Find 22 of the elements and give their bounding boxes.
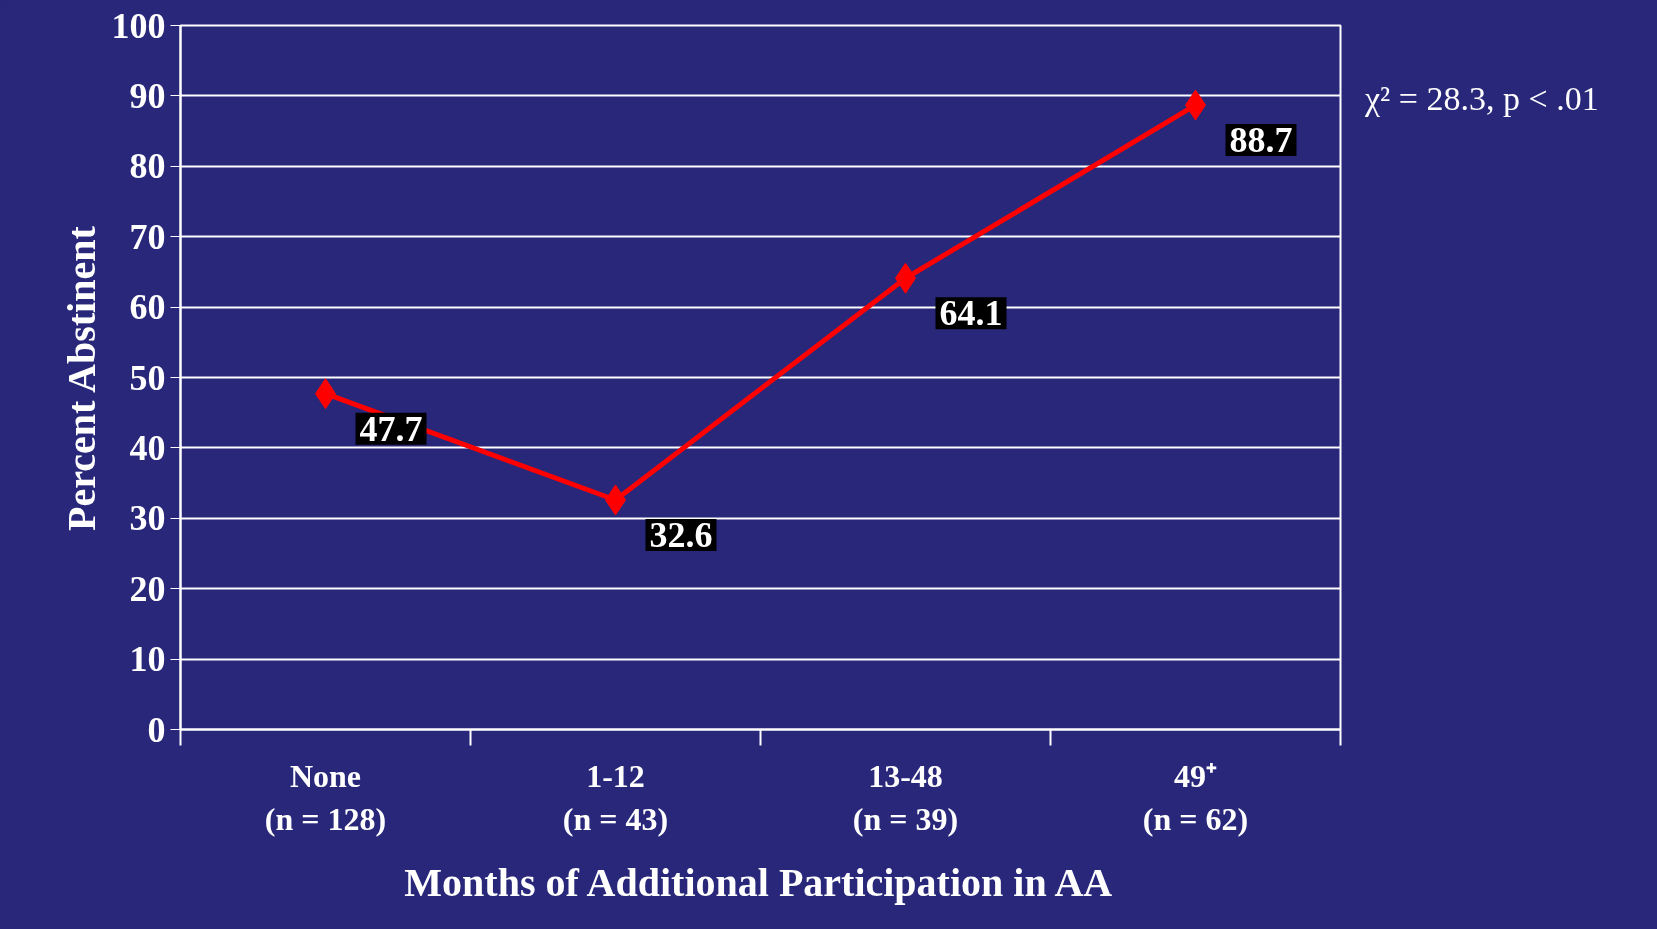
y-tick-label: 90 [129,75,166,116]
x-axis-title: Months of Additional Participation in AA [404,859,1113,905]
y-tick-label: 60 [129,287,166,328]
text: χ² = 28.3, p < .01 [1365,79,1599,119]
y-axis-title: Percent Abstinent [58,225,104,531]
x-tick-label: 13-48 (n = 39) [852,757,959,837]
y-tick-label: 70 [129,216,166,257]
y-tick-label: 50 [129,357,166,398]
y-tick-label: 40 [129,427,166,468]
y-tick-label: 20 [129,568,166,609]
data-label: 64.1 [939,293,1003,334]
y-tick-label: 10 [129,639,166,680]
y-tick-label: 100 [111,5,166,46]
y-tick-label: 30 [129,498,166,539]
y-tick-label: 80 [129,146,166,187]
x-tick-label: 49⁺ (n = 62) [1142,757,1249,837]
data-label: 47.7 [359,408,423,449]
x-tick-label: 1-12 (n = 43) [562,757,669,837]
y-tick-label: 0 [147,709,166,750]
data-label: 32.6 [649,515,713,555]
x-tick-label: None (n = 128) [264,757,387,837]
data-label: 88.7 [1229,120,1293,161]
